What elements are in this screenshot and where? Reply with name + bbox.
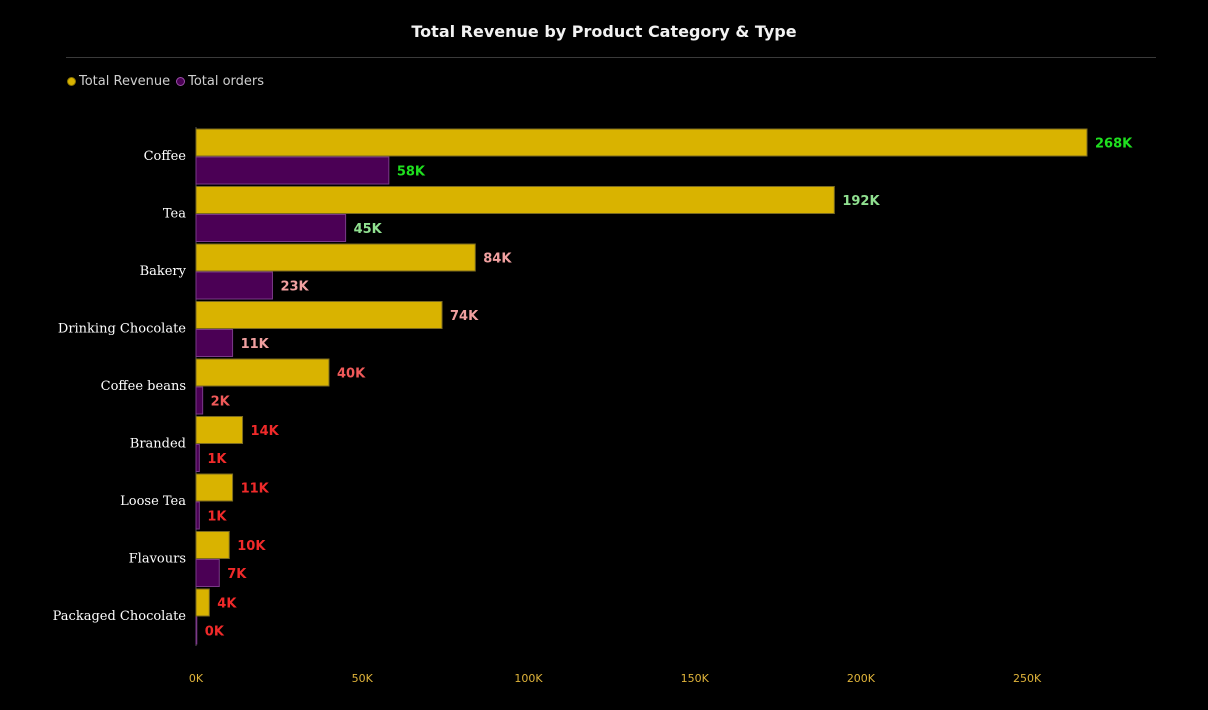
revenue-data-label: 4K	[217, 597, 237, 612]
legend-label-revenue: Total Revenue	[79, 74, 171, 89]
chart-title: Total Revenue by Product Category & Type	[411, 22, 797, 41]
legend-item-orders[interactable]: Total orders	[176, 74, 264, 89]
title-divider	[66, 57, 1156, 58]
revenue-bar	[195, 473, 234, 502]
revenue-bar	[195, 186, 835, 214]
orders-bar	[195, 386, 204, 415]
orders-bar	[195, 271, 273, 300]
category-label: Coffee	[144, 149, 187, 164]
x-tick-label: 50K	[352, 672, 374, 685]
revenue-bar	[195, 301, 443, 329]
legend-label-orders: Total orders	[188, 74, 265, 89]
legend-swatch-orders	[176, 77, 186, 86]
revenue-data-label: 84K	[483, 252, 512, 267]
category-label: Bakery	[140, 264, 187, 279]
orders-data-label: 2K	[211, 395, 231, 410]
orders-bar	[195, 214, 347, 242]
revenue-data-label: 10K	[237, 539, 266, 554]
orders-data-label: 11K	[241, 337, 270, 352]
revenue-data-label: 268K	[1095, 137, 1133, 152]
revenue-bar	[195, 588, 210, 617]
orders-bar	[195, 156, 390, 185]
revenue-bar	[195, 243, 476, 272]
orders-bar	[195, 444, 200, 472]
orders-data-label: 7K	[227, 567, 247, 582]
orders-bar	[195, 616, 198, 645]
orders-bar	[195, 501, 200, 530]
orders-data-label: 45K	[354, 222, 383, 237]
legend-item-revenue[interactable]: Total Revenue	[67, 74, 170, 89]
orders-bar	[195, 329, 234, 357]
revenue-bar	[195, 358, 330, 387]
legend: Total Revenue Total orders	[67, 74, 270, 89]
category-label: Coffee beans	[101, 379, 186, 394]
x-tick-label: 200K	[847, 672, 876, 685]
category-label: Tea	[163, 207, 186, 222]
revenue-data-label: 11K	[241, 482, 270, 497]
orders-data-label: 1K	[207, 510, 227, 525]
orders-data-label: 23K	[280, 280, 309, 295]
revenue-data-label: 14K	[251, 424, 280, 439]
category-label: Flavours	[129, 552, 186, 567]
revenue-bar	[195, 416, 244, 444]
x-tick-label: 150K	[681, 672, 710, 685]
category-label: Drinking Chocolate	[58, 322, 186, 337]
category-label: Packaged Chocolate	[53, 609, 187, 624]
revenue-bar	[195, 531, 230, 559]
x-tick-label: 0K	[189, 672, 204, 685]
legend-swatch-revenue	[67, 77, 76, 86]
orders-bar	[195, 559, 220, 587]
orders-data-label: 1K	[207, 452, 227, 467]
x-tick-label: 250K	[1013, 672, 1042, 685]
revenue-bar	[195, 128, 1088, 157]
orders-data-label: 0K	[205, 625, 225, 640]
orders-data-label: 58K	[397, 165, 426, 180]
revenue-data-label: 192K	[842, 194, 880, 209]
revenue-data-label: 74K	[450, 309, 479, 324]
revenue-data-label: 40K	[337, 367, 366, 382]
category-label: Branded	[130, 437, 186, 452]
category-label: Loose Tea	[120, 494, 186, 509]
x-tick-label: 100K	[514, 672, 543, 685]
